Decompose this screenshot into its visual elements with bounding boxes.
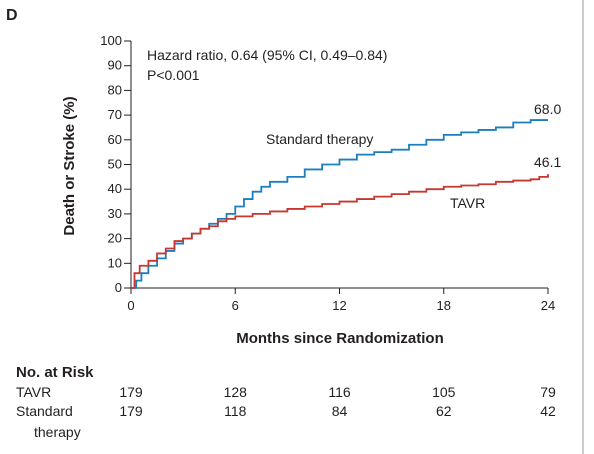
y-tick-label: 10 (108, 255, 122, 270)
x-axis-title: Months since Randomization (236, 330, 444, 347)
series-label-tavr: TAVR (450, 195, 485, 211)
risk-row-label-tavr: TAVR (16, 384, 51, 400)
risk-value: 118 (224, 403, 247, 419)
risk-row-label-standard: Standard (16, 403, 73, 419)
series-line-tavr (131, 174, 549, 289)
risk-table-title: No. at Risk (16, 364, 94, 381)
x-ticks: 0 6 12 18 24 (127, 288, 555, 313)
y-tick-label: 30 (108, 206, 122, 221)
x-tick-label: 18 (437, 298, 451, 313)
y-tick-label: 0 (115, 280, 122, 295)
p-value-text: P<0.001 (147, 67, 200, 83)
y-tick-label: 60 (108, 132, 122, 147)
y-axis-title: Death or Stroke (%) (61, 96, 78, 235)
risk-value: 128 (224, 384, 248, 400)
series-line-standard-therapy (131, 119, 548, 289)
series-label-standard-therapy: Standard therapy (266, 131, 373, 147)
risk-value: 179 (119, 384, 143, 400)
series-layer (131, 119, 549, 289)
y-tick-label: 50 (108, 157, 122, 172)
y-tick-label: 20 (108, 231, 122, 246)
risk-value: 79 (540, 384, 556, 400)
end-label-standard-therapy: 68.0 (534, 101, 561, 117)
y-tick-label: 40 (108, 181, 122, 196)
y-ticks: 0 10 20 30 40 50 60 70 80 90 100 (100, 33, 131, 295)
risk-value: 62 (436, 403, 452, 419)
panel-letter: D (6, 7, 18, 24)
axes: 0 10 20 30 40 50 60 70 80 90 100 0 6 12 18 24 (100, 33, 555, 313)
y-tick-label: 70 (108, 107, 122, 122)
risk-value: 84 (332, 403, 348, 419)
y-tick-label: 90 (108, 58, 122, 73)
x-tick-label: 6 (232, 298, 239, 313)
y-tick-label: 100 (100, 33, 122, 48)
x-tick-label: 0 (127, 298, 134, 313)
x-tick-label: 12 (332, 298, 346, 313)
risk-value: 42 (540, 403, 556, 419)
risk-value: 105 (432, 384, 456, 400)
x-tick-label: 24 (541, 298, 555, 313)
end-label-tavr: 46.1 (534, 154, 561, 170)
y-tick-label: 80 (108, 82, 122, 97)
risk-values: 179 128 116 105 79 179 118 84 62 42 (119, 384, 556, 419)
risk-value: 179 (119, 403, 143, 419)
hazard-ratio-text: Hazard ratio, 0.64 (95% CI, 0.49–0.84) (147, 47, 387, 63)
risk-row-label-standard-line2: therapy (34, 424, 81, 440)
risk-value: 116 (328, 384, 351, 400)
